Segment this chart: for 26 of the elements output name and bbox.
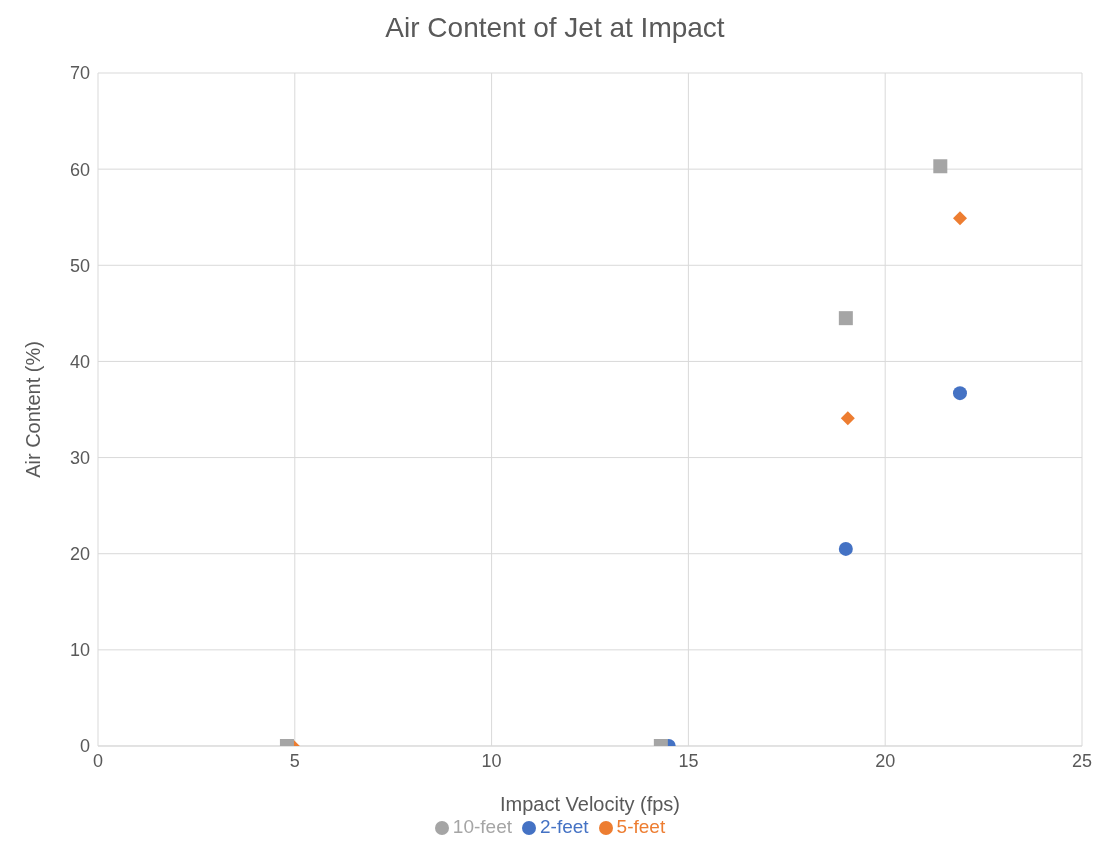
- y-axis-title: Air Content (%): [22, 341, 45, 478]
- point: [933, 159, 948, 174]
- point: [838, 541, 853, 556]
- y-tick-label: 20: [69, 544, 90, 565]
- x-tick-label: 25: [1071, 750, 1093, 771]
- y-tick-label: 60: [69, 159, 90, 180]
- y-tick-label: 50: [69, 255, 90, 276]
- y-tick-label: 10: [69, 640, 90, 661]
- y-tick-label: 40: [69, 351, 90, 372]
- legend-label: 5-feet: [616, 816, 666, 837]
- x-tick-label: 5: [289, 750, 300, 771]
- chart-title: Air Content of Jet at Impact: [384, 11, 726, 45]
- y-tick-label: 30: [69, 447, 90, 468]
- x-tick-label: 15: [678, 750, 699, 771]
- legend-label: 10-feet: [452, 816, 512, 837]
- x-axis-title: Impact Velocity (fps): [499, 793, 681, 815]
- point: [840, 411, 855, 426]
- x-tick-label: 20: [875, 750, 896, 771]
- x-tick-label: 0: [92, 750, 104, 771]
- legend-label: 2-feet: [539, 816, 589, 837]
- point: [952, 211, 967, 226]
- point: [952, 386, 967, 401]
- y-tick-label: 70: [69, 63, 90, 84]
- point: [838, 311, 853, 326]
- x-tick-label: 10: [481, 750, 502, 771]
- y-tick-label: 0: [79, 736, 90, 757]
